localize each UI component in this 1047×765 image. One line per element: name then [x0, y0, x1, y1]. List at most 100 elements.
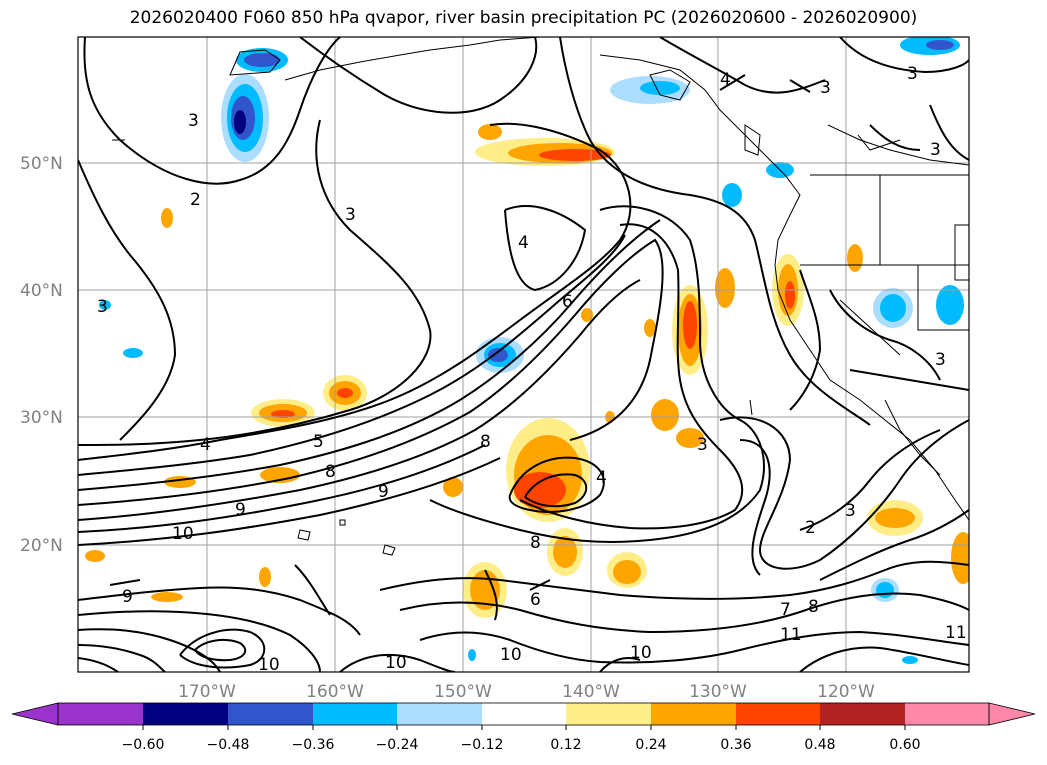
- precip-patch: [722, 183, 742, 207]
- precip-patch: [488, 348, 508, 362]
- contour-label: 3: [697, 435, 708, 455]
- precip-patch: [539, 149, 611, 161]
- precip-patch: [161, 208, 173, 228]
- contour-label: 11: [945, 623, 967, 643]
- precip-patch: [640, 81, 680, 95]
- lat-label: 50°N: [20, 154, 63, 174]
- contour-label: 3: [845, 501, 856, 521]
- lon-label: 150°W: [434, 682, 492, 702]
- colorbar-tick: −0.60: [122, 737, 165, 753]
- contour-label: 3: [345, 205, 356, 225]
- contour-label: 4: [200, 435, 211, 455]
- colorbar-segment: [820, 703, 905, 725]
- colorbar-segment: [313, 703, 397, 725]
- colorbar-tick: 0.60: [889, 737, 920, 753]
- contour-labels: 2 3 3 3 3 3 3 3 4 4 4 4 5 6 6 7 8 8 8 8 …: [97, 64, 967, 675]
- contour-label: 4: [518, 233, 529, 253]
- colorbar-low-extension: [11, 702, 59, 726]
- contour-label: 11: [780, 625, 802, 645]
- precip-patch: [936, 285, 964, 325]
- precip-shading: [85, 37, 969, 664]
- precip-patch: [926, 40, 954, 50]
- colorbar-tick: 0.24: [635, 737, 666, 753]
- precip-patch: [151, 592, 183, 602]
- precip-patch: [259, 567, 271, 587]
- precip-patch: [443, 477, 463, 497]
- contour-label: 9: [235, 500, 246, 520]
- contour-label: 9: [122, 587, 133, 607]
- contour-label: 3: [188, 111, 199, 131]
- contour-label: 10: [258, 655, 280, 675]
- colorbar-segment: [58, 703, 143, 725]
- colorbar-segment: [143, 703, 228, 725]
- colorbar-segment: [651, 703, 736, 725]
- chart-title: 2026020400 F060 850 hPa qvapor, river ba…: [129, 8, 918, 28]
- colorbar-tick: −0.48: [207, 737, 250, 753]
- colorbar-tick: −0.12: [461, 737, 504, 753]
- precip-patch: [478, 124, 502, 140]
- contour-label: 8: [480, 432, 491, 452]
- lon-label: 160°W: [306, 682, 364, 702]
- contour-label: 4: [720, 70, 731, 90]
- precip-patch: [613, 560, 641, 584]
- precip-patch: [875, 508, 915, 528]
- lon-axis: 170°W 160°W 150°W 140°W 130°W 120°W: [178, 682, 875, 702]
- colorbar-tick: −0.24: [376, 737, 419, 753]
- contour-label: 2: [190, 190, 201, 210]
- precip-patch: [99, 300, 111, 310]
- precip-patch: [337, 388, 353, 398]
- precip-patch: [651, 399, 679, 431]
- qvapor-contours: [78, 37, 969, 672]
- precip-patch: [880, 294, 906, 322]
- lat-label: 20°N: [20, 536, 63, 556]
- precip-patch: [123, 348, 143, 358]
- colorbar: −0.60 −0.48 −0.36 −0.24 −0.12 0.12 0.24 …: [11, 702, 1036, 753]
- precip-patch: [553, 536, 577, 568]
- precip-patch: [683, 301, 697, 349]
- lat-label: 30°N: [20, 408, 63, 428]
- contour-label: 6: [530, 590, 541, 610]
- graticule: [78, 37, 969, 672]
- precip-patch: [715, 268, 735, 308]
- precip-patch: [244, 53, 280, 67]
- lon-label: 170°W: [178, 682, 236, 702]
- lon-label: 130°W: [689, 682, 747, 702]
- contour-label: 3: [907, 64, 918, 84]
- precip-patch: [234, 110, 246, 134]
- contour-label: 10: [385, 653, 407, 673]
- colorbar-segment: [482, 703, 566, 725]
- contour-label: 3: [97, 297, 108, 317]
- contour-label: 10: [500, 645, 522, 665]
- colorbar-tick: 0.36: [720, 737, 751, 753]
- precip-patch: [468, 649, 476, 661]
- contour-label: 3: [930, 140, 941, 160]
- contour-label: 8: [808, 597, 819, 617]
- contour-label: 8: [530, 533, 541, 553]
- precip-patch: [847, 244, 863, 272]
- precip-patch: [676, 428, 704, 448]
- lon-label: 120°W: [817, 682, 875, 702]
- contour-label: 9: [378, 482, 389, 502]
- contour-label: 8: [325, 462, 336, 482]
- coastlines: [112, 37, 969, 556]
- colorbar-tick: 0.12: [550, 737, 581, 753]
- precip-patch: [85, 550, 105, 562]
- contour-label: 7: [780, 600, 791, 620]
- precip-patch: [785, 281, 795, 309]
- contour-label: 3: [935, 350, 946, 370]
- colorbar-segment: [228, 703, 313, 725]
- colorbar-segment: [397, 703, 482, 725]
- precip-patch: [876, 582, 894, 598]
- colorbar-high-extension: [988, 702, 1036, 726]
- lat-label: 40°N: [20, 281, 63, 301]
- contour-label: 3: [820, 78, 831, 98]
- contour-label: 10: [630, 643, 652, 663]
- colorbar-tick: 0.48: [804, 737, 835, 753]
- precip-patch: [951, 532, 969, 584]
- precip-patch: [902, 656, 918, 664]
- contour-label: 10: [172, 524, 194, 544]
- colorbar-tick: −0.36: [292, 737, 335, 753]
- lat-axis: 50°N 40°N 30°N 20°N: [20, 154, 63, 556]
- colorbar-segment: [905, 703, 989, 725]
